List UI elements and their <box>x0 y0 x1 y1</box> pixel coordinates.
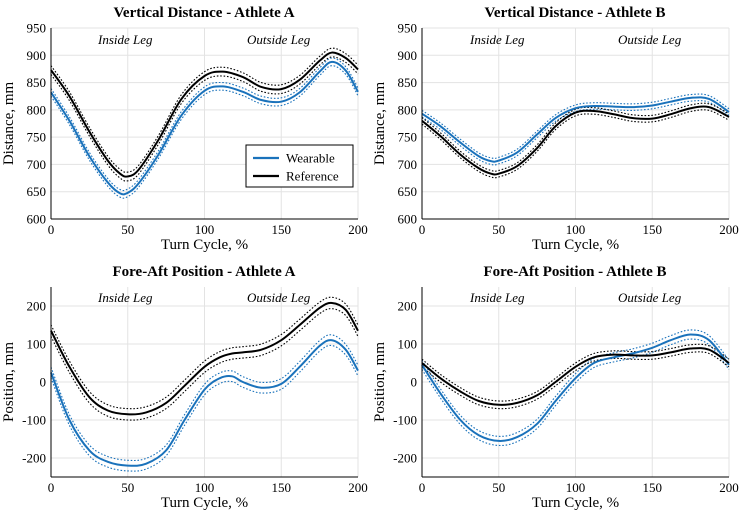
y-tick-label: 800 <box>27 102 47 117</box>
series-upper-band <box>50 334 359 462</box>
y-tick-label: 0 <box>40 375 47 390</box>
y-tick-label: 850 <box>27 75 47 90</box>
y-tick-label: 200 <box>398 299 418 314</box>
series-upper-band <box>421 329 730 437</box>
y-tick-label: 800 <box>398 102 418 117</box>
annotation-inside-leg: Inside Leg <box>97 32 153 47</box>
x-tick-label: 150 <box>643 480 663 495</box>
chart-panel-1: Vertical Distance - Athlete A Inside Leg O… <box>1 5 368 253</box>
legend-box <box>245 144 354 188</box>
series-lower-band <box>421 100 730 166</box>
y-tick-label: 900 <box>27 48 47 63</box>
y-tick-label: 600 <box>398 212 418 227</box>
series-upper-band <box>421 93 730 159</box>
y-tick-label: 700 <box>27 157 47 172</box>
y-tick-label: -100 <box>22 413 46 428</box>
x-tick-label: 150 <box>272 222 292 237</box>
x-tick-label: 100 <box>195 222 215 237</box>
series-lower-band <box>421 351 730 410</box>
chart-title: Vertical Distance - Athlete A <box>113 5 294 21</box>
x-tick-label: 50 <box>121 222 134 237</box>
y-tick-label: -200 <box>393 451 417 466</box>
chart-panel-4: Fore-Aft Position - Athlete B Inside Leg O… <box>372 264 739 511</box>
series-line-wearable <box>421 333 730 442</box>
series-line-wearable <box>50 339 359 467</box>
x-tick-label: 200 <box>348 222 368 237</box>
x-tick-label: 0 <box>419 480 426 495</box>
y-axis-label: Position, mm <box>1 342 17 422</box>
y-tick-label: -200 <box>22 451 46 466</box>
y-axis-label: Distance, mm <box>372 82 388 166</box>
x-tick-label: 0 <box>48 480 55 495</box>
y-tick-label: 100 <box>398 337 418 352</box>
y-tick-label: 750 <box>398 130 418 145</box>
series-line-reference <box>50 301 359 416</box>
x-tick-label: 100 <box>566 222 586 237</box>
annotation-inside-leg: Inside Leg <box>469 32 525 47</box>
series-line-reference <box>421 347 730 406</box>
annotation-inside-leg: Inside Leg <box>97 290 153 305</box>
annotation-outside-leg: Outside Leg <box>618 290 682 305</box>
x-tick-label: 50 <box>121 480 134 495</box>
x-tick-label: 0 <box>48 222 55 237</box>
x-axis-label: Turn Cycle, % <box>161 495 248 511</box>
series-upper-band <box>50 47 359 173</box>
chart-title: Vertical Distance - Athlete B <box>484 5 665 21</box>
series-upper-band <box>50 57 359 192</box>
chart-panel-3: Fore-Aft Position - Athlete A Inside Leg O… <box>1 264 368 511</box>
y-tick-label: -100 <box>393 413 417 428</box>
x-axis-label: Turn Cycle, % <box>532 237 619 253</box>
y-axis-label: Distance, mm <box>1 82 17 166</box>
annotation-outside-leg: Outside Leg <box>247 32 311 47</box>
y-tick-label: 100 <box>27 337 47 352</box>
x-tick-label: 200 <box>348 480 368 495</box>
series-line-reference <box>50 51 359 178</box>
y-tick-label: 950 <box>398 21 418 36</box>
annotation-outside-leg: Outside Leg <box>247 290 311 305</box>
y-tick-label: 750 <box>27 130 47 145</box>
series-line-wearable <box>421 96 730 163</box>
y-tick-label: 600 <box>27 212 47 227</box>
chart-title: Fore-Aft Position - Athlete A <box>112 264 295 280</box>
annotation-inside-leg: Inside Leg <box>469 290 525 305</box>
x-tick-label: 100 <box>566 480 586 495</box>
series-upper-band <box>50 296 359 410</box>
legend: Wearable Reference <box>245 144 354 188</box>
series-lower-band <box>421 338 730 447</box>
x-axis-label: Turn Cycle, % <box>532 495 619 511</box>
series-lower-band <box>50 56 359 182</box>
x-tick-label: 50 <box>492 480 505 495</box>
x-tick-label: 50 <box>492 222 505 237</box>
series-lower-band <box>50 344 359 472</box>
x-tick-label: 0 <box>419 222 426 237</box>
series-upper-band <box>421 343 730 402</box>
chart-panel-2: Vertical Distance - Athlete B Inside Leg O… <box>372 5 739 253</box>
series-line-reference <box>421 105 730 176</box>
series-lower-band <box>50 308 359 421</box>
y-tick-label: 850 <box>398 75 418 90</box>
x-tick-label: 150 <box>643 222 663 237</box>
y-tick-label: 650 <box>27 184 47 199</box>
series-line-wearable <box>50 60 359 196</box>
x-tick-label: 100 <box>195 480 215 495</box>
x-tick-label: 200 <box>719 222 739 237</box>
y-tick-label: 650 <box>398 184 418 199</box>
annotation-outside-leg: Outside Leg <box>618 32 682 47</box>
x-tick-label: 150 <box>272 480 292 495</box>
series-lower-band <box>421 109 730 179</box>
x-tick-label: 200 <box>719 480 739 495</box>
legend-label: Wearable <box>286 151 335 166</box>
x-axis-label: Turn Cycle, % <box>161 237 248 253</box>
chart-title: Fore-Aft Position - Athlete B <box>483 264 666 280</box>
series-lower-band <box>50 65 359 199</box>
y-axis-label: Position, mm <box>372 342 388 422</box>
y-tick-label: 0 <box>411 375 418 390</box>
y-tick-label: 900 <box>398 48 418 63</box>
series-upper-band <box>421 102 730 172</box>
legend-label: Reference <box>286 169 339 184</box>
y-tick-label: 950 <box>27 21 47 36</box>
y-tick-label: 700 <box>398 157 418 172</box>
y-tick-label: 200 <box>27 299 47 314</box>
